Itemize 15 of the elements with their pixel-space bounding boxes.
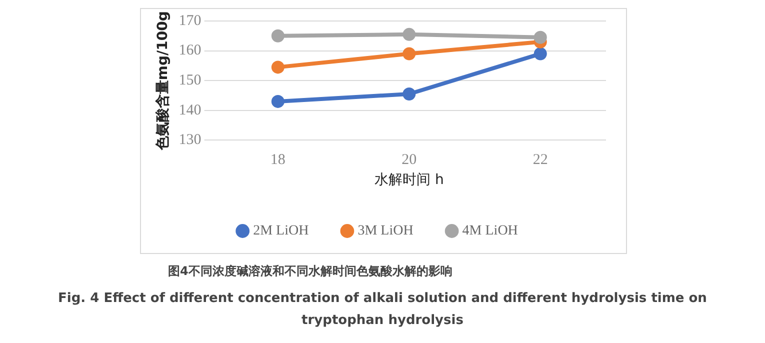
legend-label: 2M LiOH <box>253 224 309 239</box>
x-axis-title: 水解时间 h <box>374 172 444 188</box>
y-tick-label: 130 <box>178 132 202 148</box>
caption: Fig. 4 Effect of different concentration of alkali solution and different hydrolysis time on tryptophan hydrolysis <box>57 290 708 330</box>
y-tick-label: 170 <box>178 12 202 29</box>
y-tick-label: 160 <box>178 42 202 59</box>
legend-label: 4M LiOH <box>462 224 518 239</box>
y-tick-label: 150 <box>178 72 202 89</box>
x-tick-label: 18 <box>270 152 286 168</box>
x-tick-label: 20 <box>402 152 417 168</box>
y-axis-title: 色氨酸含量mg/100g <box>155 11 172 152</box>
y-tick-label: 140 <box>178 102 202 118</box>
legend-label: 3M LiOH <box>358 224 414 239</box>
caption: 图4不同浓度碱溶液和不同水解时间色氨酸水解的影响 <box>167 263 454 280</box>
x-tick-label: 22 <box>532 152 548 168</box>
